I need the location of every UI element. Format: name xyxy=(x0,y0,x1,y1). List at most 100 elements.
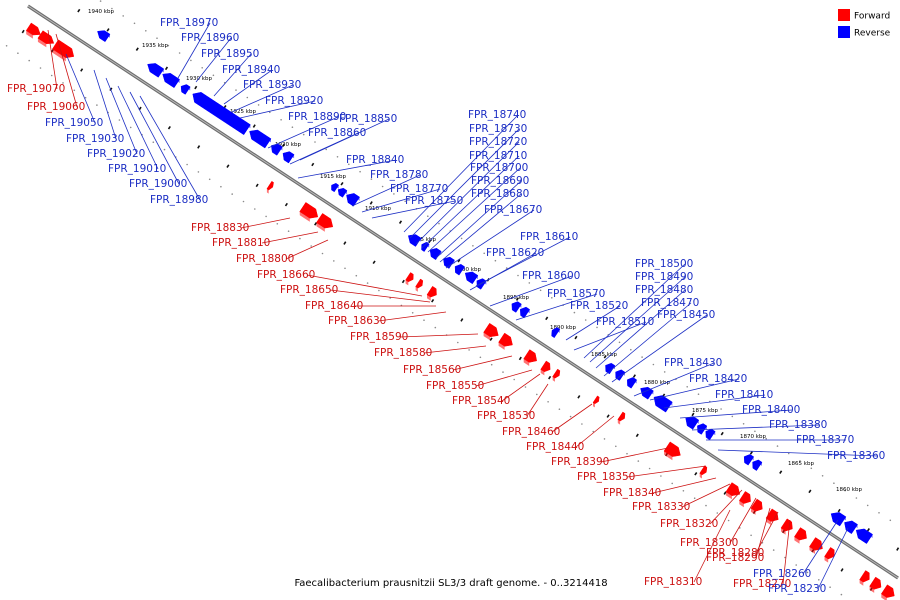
reverse-gene-label[interactable]: FPR_18520 xyxy=(570,300,628,312)
forward-gene-label[interactable]: FPR_18460 xyxy=(502,426,560,438)
reverse-gene-arrow[interactable] xyxy=(855,528,873,544)
reverse-gene-arrow[interactable] xyxy=(464,271,479,285)
forward-gene-arrow[interactable] xyxy=(552,368,561,379)
forward-gene-label[interactable]: FPR_18290 xyxy=(706,552,764,564)
forward-gene-arrow[interactable] xyxy=(415,278,424,289)
reverse-gene-label[interactable]: FPR_18710 xyxy=(469,150,527,162)
reverse-gene-label[interactable]: FPR_19020 xyxy=(87,148,145,160)
reverse-gene-arrow[interactable] xyxy=(282,151,295,164)
reverse-gene-label[interactable]: FPR_18620 xyxy=(486,247,544,259)
reverse-gene-arrow[interactable] xyxy=(429,248,442,261)
reverse-gene-arrow[interactable] xyxy=(830,512,847,527)
reverse-gene-label[interactable]: FPR_18410 xyxy=(715,389,773,401)
reverse-gene-arrow[interactable] xyxy=(640,386,654,400)
forward-gene-arrow[interactable] xyxy=(266,180,274,191)
forward-gene-label[interactable]: FPR_18310 xyxy=(644,576,702,588)
forward-gene-arrow[interactable] xyxy=(52,39,75,59)
reverse-gene-label[interactable]: FPR_18890 xyxy=(288,111,346,123)
forward-gene-arrow[interactable] xyxy=(880,584,895,598)
forward-gene-arrow[interactable] xyxy=(405,272,414,283)
reverse-gene-label[interactable]: FPR_18600 xyxy=(522,270,580,282)
reverse-gene-label[interactable]: FPR_18230 xyxy=(768,583,826,595)
forward-gene-arrow[interactable] xyxy=(765,508,779,522)
forward-gene-label[interactable]: FPR_18530 xyxy=(477,410,535,422)
reverse-gene-label[interactable]: FPR_18420 xyxy=(689,373,747,385)
forward-gene-label[interactable]: FPR_18640 xyxy=(305,300,363,312)
forward-gene-label[interactable]: FPR_18350 xyxy=(577,471,635,483)
forward-gene-label[interactable]: FPR_18440 xyxy=(526,441,584,453)
reverse-gene-label[interactable]: FPR_18720 xyxy=(469,136,527,148)
reverse-gene-arrow[interactable] xyxy=(705,428,716,441)
forward-gene-arrow[interactable] xyxy=(299,202,319,219)
reverse-gene-label[interactable]: FPR_18960 xyxy=(181,32,239,44)
forward-gene-arrow[interactable] xyxy=(699,465,708,476)
reverse-gene-arrow[interactable] xyxy=(443,256,455,269)
forward-gene-arrow[interactable] xyxy=(483,322,499,338)
forward-gene-label[interactable]: FPR_19060 xyxy=(27,101,85,113)
reverse-gene-arrow[interactable] xyxy=(454,264,465,276)
forward-gene-arrow[interactable] xyxy=(750,498,763,512)
forward-gene-arrow[interactable] xyxy=(592,395,600,405)
forward-gene-label[interactable]: FPR_18580 xyxy=(374,347,432,359)
forward-gene-label[interactable]: FPR_18320 xyxy=(660,518,718,530)
forward-gene-label[interactable]: FPR_18340 xyxy=(603,487,661,499)
reverse-gene-arrow[interactable] xyxy=(97,30,111,43)
forward-gene-arrow[interactable] xyxy=(780,518,793,532)
reverse-gene-label[interactable]: FPR_18380 xyxy=(769,419,827,431)
reverse-gene-label[interactable]: FPR_18940 xyxy=(222,64,280,76)
reverse-gene-arrow[interactable] xyxy=(605,362,616,375)
reverse-gene-label[interactable]: FPR_18610 xyxy=(520,231,578,243)
forward-gene-arrow[interactable] xyxy=(316,213,334,229)
reverse-gene-label[interactable]: FPR_18930 xyxy=(243,79,301,91)
reverse-gene-arrow[interactable] xyxy=(162,73,180,89)
reverse-gene-arrow[interactable] xyxy=(752,459,763,471)
reverse-gene-arrow[interactable] xyxy=(180,84,191,95)
forward-gene-arrow[interactable] xyxy=(426,285,437,298)
reverse-gene-label[interactable]: FPR_18950 xyxy=(201,48,259,60)
reverse-gene-arrow[interactable] xyxy=(337,187,348,198)
forward-gene-label[interactable]: FPR_18280 xyxy=(706,547,764,559)
reverse-gene-label[interactable]: FPR_18370 xyxy=(796,434,854,446)
forward-gene-arrow[interactable] xyxy=(824,547,835,560)
reverse-gene-arrow[interactable] xyxy=(421,241,430,252)
reverse-gene-label[interactable]: FPR_18430 xyxy=(664,357,722,369)
reverse-gene-label[interactable]: FPR_18450 xyxy=(657,309,715,321)
reverse-gene-label[interactable]: FPR_18680 xyxy=(471,188,529,200)
forward-gene-arrow[interactable] xyxy=(663,441,681,457)
forward-gene-label[interactable]: FPR_18550 xyxy=(426,380,484,392)
reverse-gene-arrow[interactable] xyxy=(627,377,638,389)
forward-gene-arrow[interactable] xyxy=(25,22,41,36)
reverse-gene-label[interactable]: FPR_18480 xyxy=(635,284,693,296)
reverse-gene-label[interactable]: FPR_18860 xyxy=(308,127,366,139)
reverse-gene-label[interactable]: FPR_18360 xyxy=(827,450,885,462)
reverse-gene-label[interactable]: FPR_18490 xyxy=(635,271,693,283)
reverse-gene-arrow[interactable] xyxy=(685,416,700,430)
reverse-gene-label[interactable]: FPR_18740 xyxy=(468,109,526,121)
reverse-gene-label[interactable]: FPR_18570 xyxy=(547,288,605,300)
reverse-gene-label[interactable]: FPR_18770 xyxy=(390,183,448,195)
forward-gene-arrow[interactable] xyxy=(617,411,626,422)
forward-gene-label[interactable]: FPR_18810 xyxy=(212,237,270,249)
reverse-gene-label[interactable]: FPR_18980 xyxy=(150,194,208,206)
reverse-gene-label[interactable]: FPR_18700 xyxy=(470,162,528,174)
reverse-gene-label[interactable]: FPR_18730 xyxy=(469,123,527,135)
reverse-gene-label[interactable]: FPR_18850 xyxy=(339,113,397,125)
forward-gene-label[interactable]: FPR_18830 xyxy=(191,222,249,234)
forward-gene-label[interactable]: FPR_18540 xyxy=(452,395,510,407)
reverse-gene-arrow[interactable] xyxy=(346,193,360,207)
reverse-gene-label[interactable]: FPR_18690 xyxy=(471,175,529,187)
reverse-gene-label[interactable]: FPR_19030 xyxy=(66,133,124,145)
forward-gene-label[interactable]: FPR_18660 xyxy=(257,269,315,281)
forward-gene-arrow[interactable] xyxy=(869,576,882,590)
reverse-gene-arrow[interactable] xyxy=(192,92,251,136)
reverse-gene-label[interactable]: FPR_18510 xyxy=(596,316,654,328)
reverse-gene-label[interactable]: FPR_19000 xyxy=(129,178,187,190)
reverse-gene-label[interactable]: FPR_18840 xyxy=(346,154,404,166)
reverse-gene-arrow[interactable] xyxy=(511,301,522,313)
forward-gene-arrow[interactable] xyxy=(725,482,741,496)
reverse-gene-arrow[interactable] xyxy=(331,183,340,193)
reverse-gene-label[interactable]: FPR_18470 xyxy=(641,297,699,309)
forward-gene-label[interactable]: FPR_18590 xyxy=(350,331,408,343)
reverse-gene-label[interactable]: FPR_18260 xyxy=(753,568,811,580)
reverse-gene-arrow[interactable] xyxy=(520,306,531,319)
